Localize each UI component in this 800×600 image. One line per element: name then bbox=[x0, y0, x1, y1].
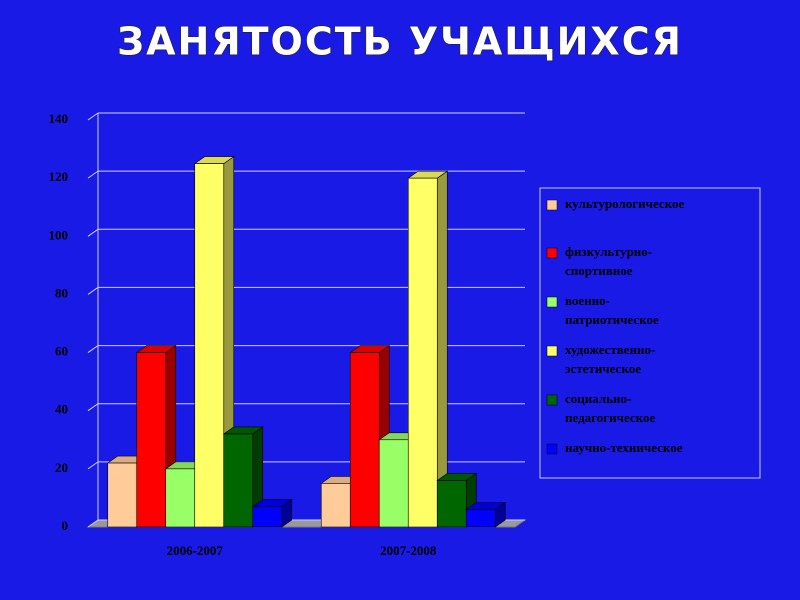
legend-label: художественно-эстетическое bbox=[565, 342, 655, 376]
bar bbox=[251, 499, 293, 528]
legend-swatch bbox=[546, 394, 558, 406]
legend-label: социально-педагогическое bbox=[565, 391, 655, 425]
grid-tick bbox=[87, 112, 99, 121]
y-tick-label: 120 bbox=[49, 169, 69, 184]
legend-label: военно-патриотическое bbox=[565, 293, 659, 327]
bar-front bbox=[252, 506, 283, 528]
grid-tick bbox=[87, 461, 99, 470]
legend-box bbox=[539, 187, 761, 479]
bar-front bbox=[378, 439, 409, 528]
bar bbox=[222, 426, 264, 528]
bar-front bbox=[194, 163, 225, 528]
bar-front bbox=[407, 177, 438, 528]
bar-front bbox=[320, 483, 351, 528]
grid-tick bbox=[87, 170, 99, 179]
bar-front bbox=[465, 509, 496, 528]
legend-label: научно-техническое bbox=[565, 440, 683, 455]
y-tick-label: 100 bbox=[49, 227, 69, 242]
y-tick-label: 40 bbox=[55, 402, 68, 417]
legend-swatch bbox=[546, 296, 558, 308]
bar-front bbox=[107, 462, 138, 528]
x-tick-label: 2006-2007 bbox=[167, 543, 224, 558]
grid-tick bbox=[87, 228, 99, 237]
legend-swatch bbox=[546, 443, 558, 455]
bar-front bbox=[136, 352, 167, 528]
legend-label: культурологическое bbox=[565, 196, 684, 211]
grid-tick bbox=[87, 345, 99, 353]
bar bbox=[465, 501, 507, 528]
y-tick-label: 20 bbox=[55, 460, 68, 475]
y-tick-label: 80 bbox=[55, 285, 68, 300]
legend-label: физкультурно-спортивное bbox=[565, 244, 652, 278]
bar-side bbox=[436, 170, 448, 528]
legend-swatch bbox=[546, 247, 558, 259]
bar bbox=[407, 170, 449, 528]
x-tick-label: 2007-2008 bbox=[380, 543, 437, 558]
y-tick-label: 0 bbox=[62, 518, 69, 533]
bar-front bbox=[349, 352, 380, 528]
grid-tick bbox=[87, 519, 99, 528]
legend-swatch bbox=[546, 199, 558, 211]
y-tick-label: 140 bbox=[49, 111, 69, 126]
bar-front bbox=[223, 433, 254, 528]
grid-tick bbox=[87, 287, 99, 295]
y-tick-label: 60 bbox=[55, 344, 68, 359]
bar-front bbox=[165, 468, 196, 528]
chart-title: ЗАНЯТОСТЬ УЧАЩИХСЯ bbox=[117, 20, 683, 64]
bar-front bbox=[436, 480, 467, 528]
grid-tick bbox=[87, 403, 99, 412]
legend-swatch bbox=[546, 345, 558, 357]
